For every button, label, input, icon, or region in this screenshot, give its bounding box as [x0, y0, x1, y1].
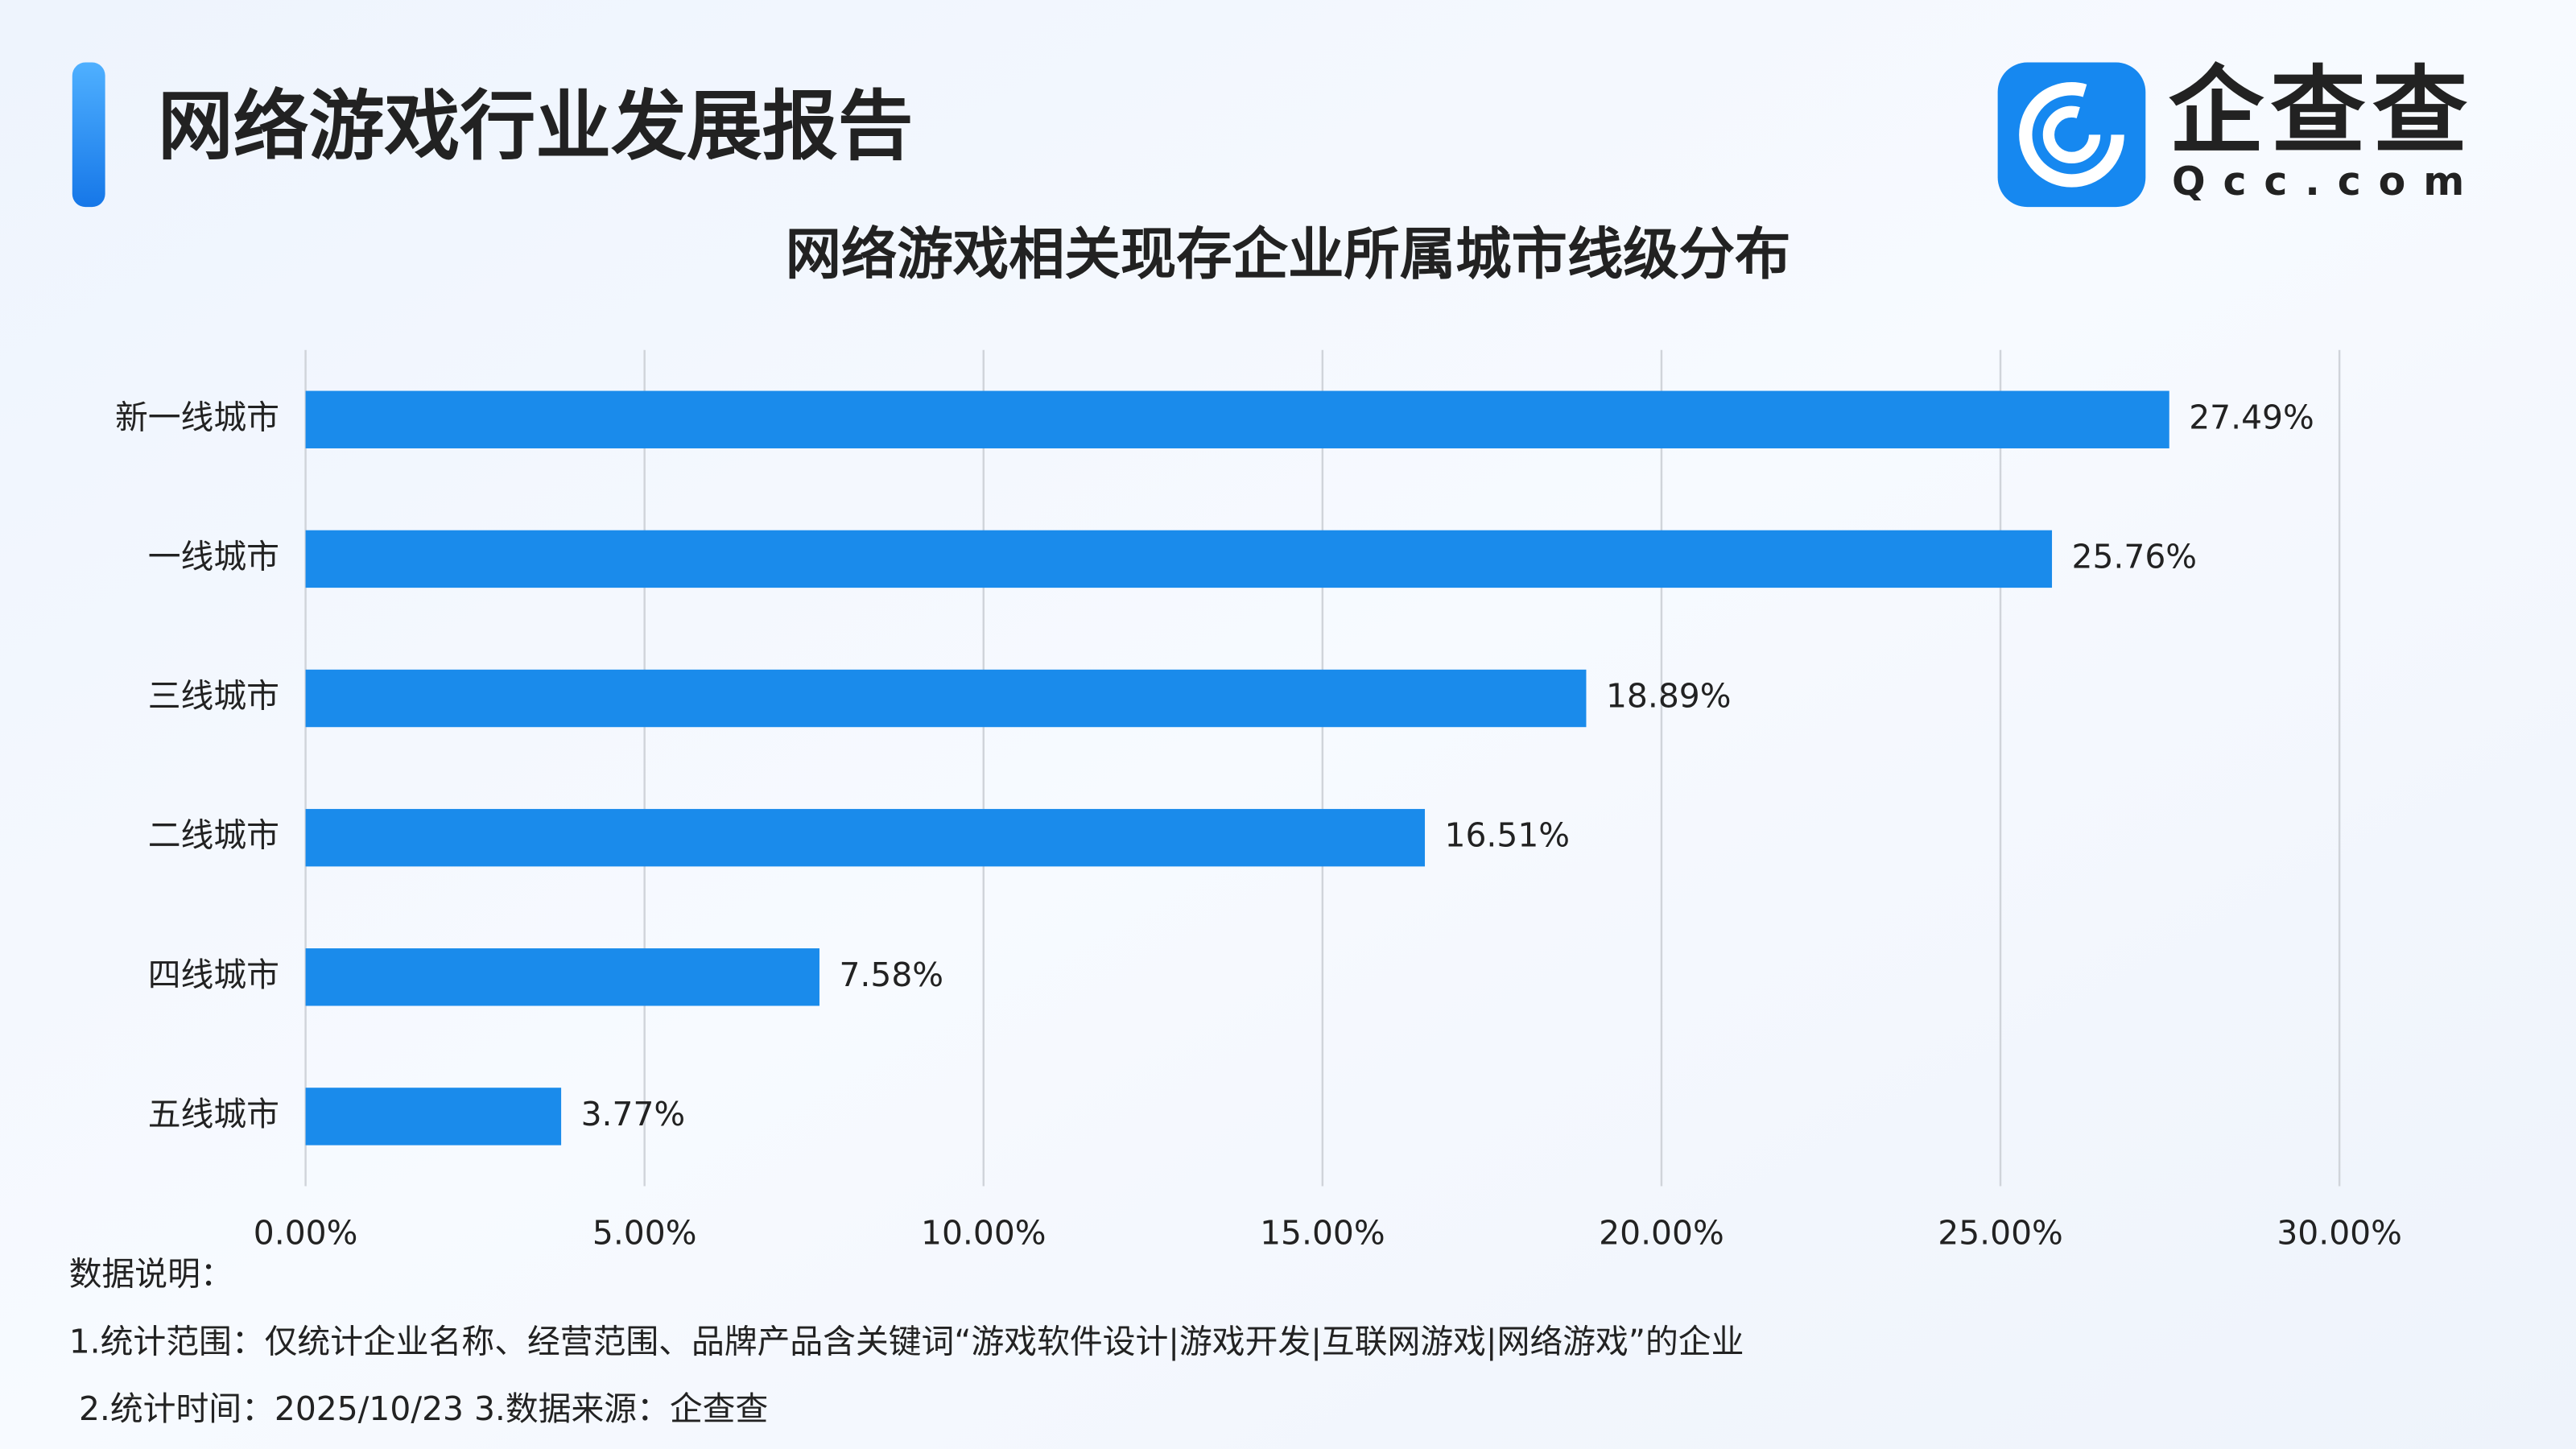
x-tick-label: 5.00% — [592, 1214, 697, 1253]
y-tick-label: 二线城市 — [148, 816, 279, 855]
value-label: 27.49% — [2189, 398, 2314, 436]
note: 2.统计时间：2025/10/23 3.数据来源：企查查 — [79, 1389, 768, 1428]
logo-ring — [2019, 82, 2124, 188]
x-tick-label: 30.00% — [2277, 1214, 2402, 1253]
bar — [305, 808, 1426, 867]
bar — [305, 1088, 562, 1146]
x-tick-label: 15.00% — [1260, 1214, 1385, 1253]
y-tick-label: 五线城市 — [148, 1095, 279, 1133]
logo-text: 企查查 — [2169, 56, 2467, 167]
bar — [305, 948, 819, 1006]
bar — [305, 530, 2053, 588]
x-tick-label: 20.00% — [1599, 1214, 1724, 1253]
value-label: 18.89% — [1606, 677, 1732, 716]
x-tick-label: 25.00% — [1938, 1214, 2063, 1253]
value-label: 7.58% — [839, 956, 943, 994]
y-tick-label: 三线城市 — [148, 677, 279, 716]
note: 1.统计范围：仅统计企业名称、经营范围、品牌产品含关键词“游戏软件设计|游戏开发… — [69, 1322, 1744, 1360]
header-title: 网络游戏行业发展报告 — [158, 83, 914, 171]
value-label: 16.51% — [1445, 816, 1571, 855]
value-label: 3.77% — [581, 1095, 686, 1133]
x-tick-label: 10.00% — [921, 1214, 1046, 1253]
bar — [305, 669, 1587, 728]
logo-ring — [2042, 105, 2101, 164]
value-label: 25.76% — [2072, 537, 2198, 576]
note: 数据说明： — [69, 1255, 233, 1294]
x-tick-label: 0.00% — [254, 1214, 358, 1253]
accent-bar — [72, 62, 105, 208]
y-tick-label: 四线城市 — [148, 956, 279, 994]
y-tick-label: 新一线城市 — [115, 398, 279, 436]
y-tick-label: 一线城市 — [148, 537, 279, 576]
chart-title: 网络游戏相关现存企业所属城市线级分布 — [786, 222, 1791, 287]
bar — [305, 390, 2169, 448]
logo: 企查查 Qcc.com — [1997, 56, 2467, 208]
